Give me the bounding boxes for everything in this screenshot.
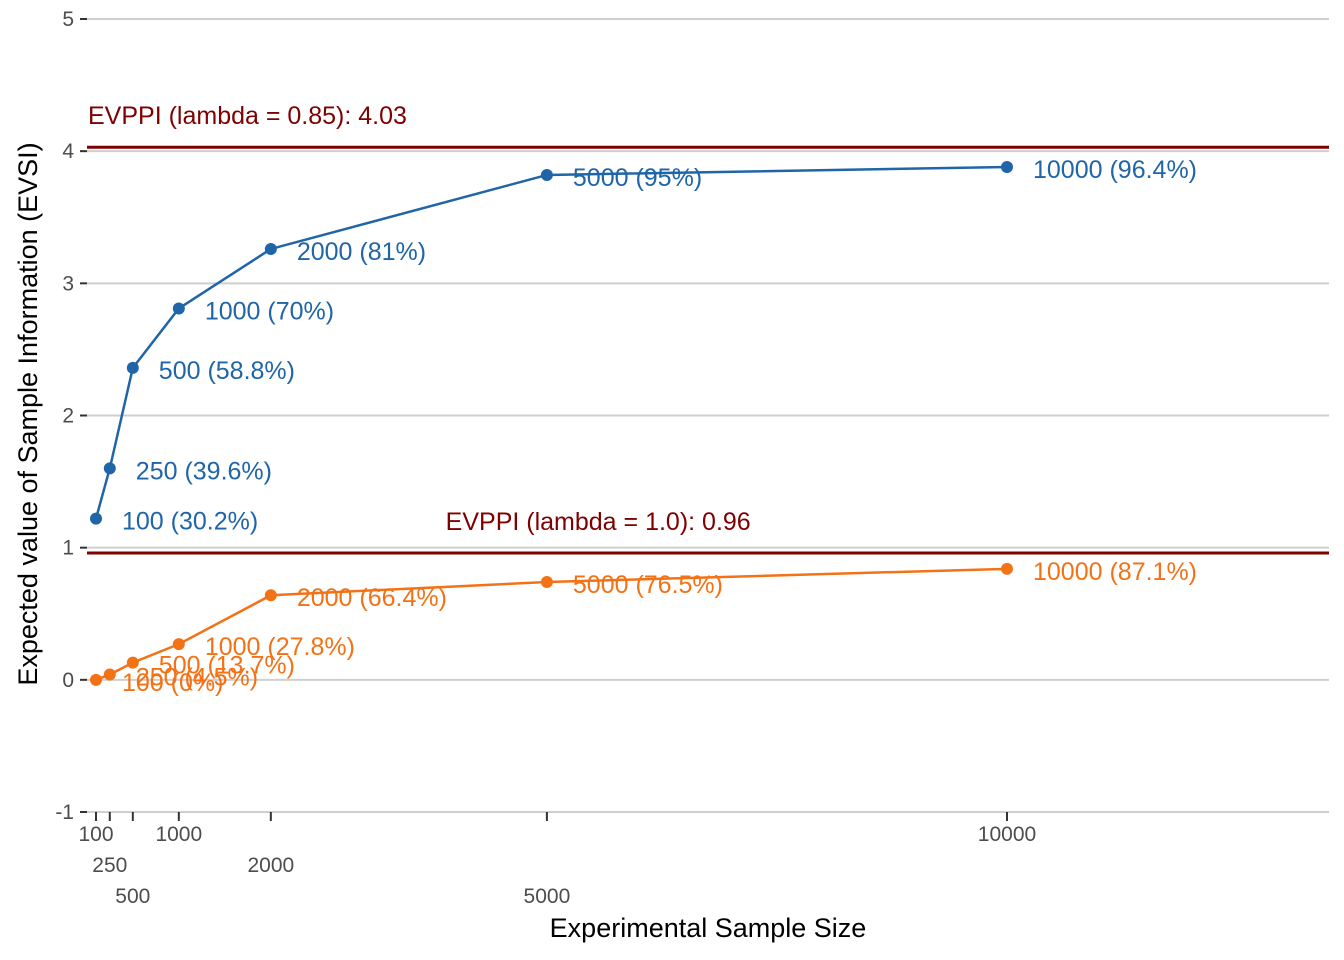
data-point: [172, 638, 185, 651]
data-point: [172, 302, 185, 315]
point-label: 250 (39.6%): [136, 457, 272, 485]
x-tick-label: 2000: [247, 854, 294, 877]
x-tick-label: 250: [92, 854, 127, 877]
y-tick-label: 4: [62, 140, 74, 163]
x-tick-label: 10000: [978, 823, 1036, 846]
x-tick-label: 100: [78, 823, 113, 846]
x-tick-label: 500: [115, 885, 150, 908]
y-tick-label: 5: [62, 8, 74, 31]
data-point: [264, 589, 277, 602]
data-point: [90, 673, 102, 686]
y-tick-label: 3: [62, 272, 74, 295]
data-point: [126, 656, 139, 669]
point-label: 500 (13.7%): [159, 652, 295, 680]
reference-lines: EVPPI (lambda = 0.85): 4.03 EVPPI (lambda…: [87, 102, 1329, 555]
point-label: 100 (0%): [122, 669, 223, 697]
x-tick-label: 1000: [155, 823, 202, 846]
data-point: [103, 668, 116, 681]
data-point: [103, 462, 116, 475]
data-point: [540, 168, 553, 181]
point-label: 10000 (87.1%): [1033, 558, 1197, 586]
point-label: 100 (30.2%): [122, 508, 258, 536]
point-label: 2000 (81%): [297, 238, 426, 266]
grid-layer: [87, 18, 1329, 813]
data-point: [1001, 562, 1013, 575]
x-axis-title: Experimental Sample Size: [550, 913, 867, 943]
series-layer: 100 (30.2%) 250 (39.6%) 500 (58.8%) 1000 (7…: [90, 156, 1197, 697]
data-point: [540, 576, 553, 589]
y-tick-label: -1: [55, 801, 74, 824]
data-point: [90, 512, 102, 525]
point-label: 500 (58.8%): [159, 357, 295, 385]
point-label: 250 (4.5%): [136, 664, 258, 692]
y-tick-label: 2: [62, 405, 74, 428]
point-label: 5000 (95%): [573, 164, 702, 192]
point-label: 10000 (96.4%): [1033, 156, 1197, 184]
y-tick-label: 1: [62, 537, 74, 560]
x-tick-label: 5000: [524, 885, 571, 908]
point-label: 5000 (76.5%): [573, 571, 723, 599]
data-point: [264, 242, 277, 255]
y-axis-title: Expected value of Sample Information (EV…: [13, 142, 43, 685]
y-tick-label: 0: [62, 669, 74, 692]
evppi-label: EVPPI (lambda = 0.85): 4.03: [88, 102, 407, 130]
point-label: 1000 (27.8%): [205, 633, 355, 661]
point-label: 1000 (70%): [205, 297, 334, 325]
data-point: [126, 361, 139, 374]
evppi-label: EVPPI (lambda = 1.0): 0.96: [446, 508, 751, 536]
axes: -1 0 1 2 3 4 5 100 250 500 1000 2000 5000 10000: [55, 8, 1036, 908]
data-point: [1001, 161, 1013, 174]
point-label: 2000 (66.4%): [297, 584, 447, 612]
